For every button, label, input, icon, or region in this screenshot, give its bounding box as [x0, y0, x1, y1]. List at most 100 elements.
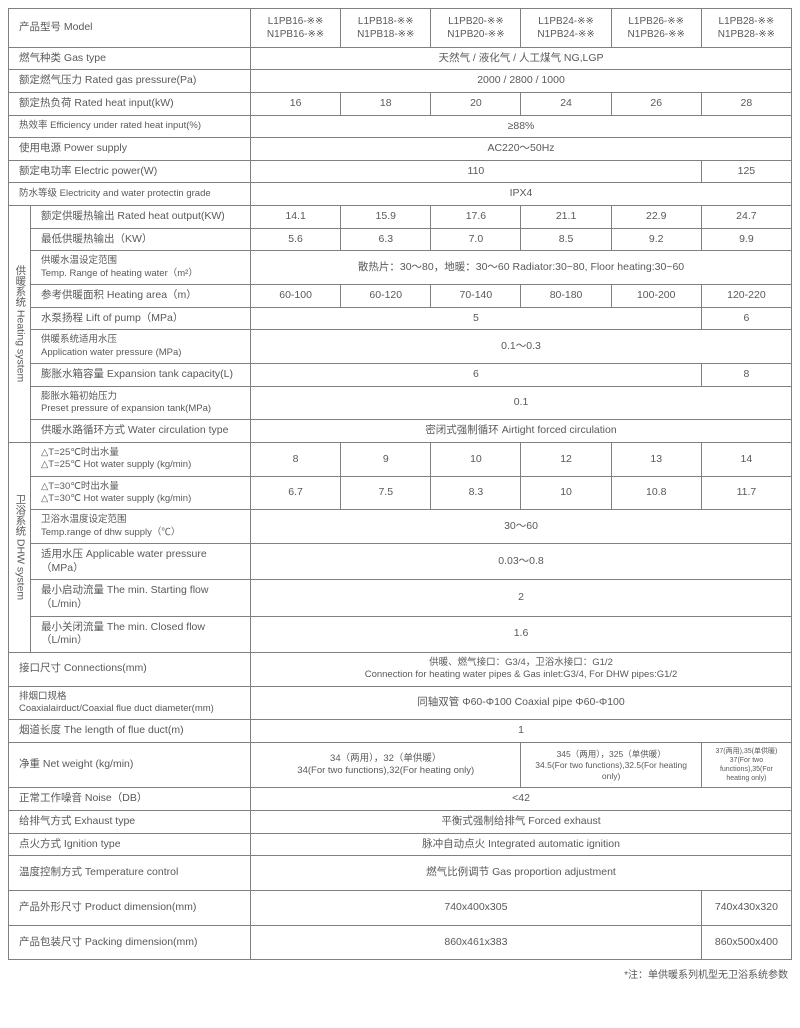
- area-5: 120-220: [701, 285, 791, 308]
- circ-label: 供暖水路循环方式 Water circulation type: [31, 420, 251, 443]
- rated-output-label: 额定供暖热输出 Rated heat output(KW): [31, 206, 251, 229]
- start-flow-val: 2: [251, 580, 792, 616]
- t25-0: 8: [251, 443, 341, 477]
- rated-out-3: 21.1: [521, 206, 611, 229]
- t25-5: 14: [701, 443, 791, 477]
- app-wp-val: 0.03～0.8: [251, 544, 792, 580]
- closed-flow-label: 最小关闭流量 The min. Closed flow（L/min）: [31, 616, 251, 652]
- preset-val: 0.1: [251, 386, 792, 420]
- noise-val: <42: [251, 788, 792, 811]
- electric-power-label: 额定电功率 Electric power(W): [9, 160, 251, 183]
- exhaust-label: 给排气方式 Exhaust type: [9, 810, 251, 833]
- t30-label: △T=30℃时出水量△T=30℃ Hot water supply (kg/mi…: [31, 476, 251, 510]
- min-out-2: 7.0: [431, 228, 521, 251]
- conn-label: 接口尺寸 Connections(mm): [9, 652, 251, 686]
- gas-pressure-val: 2000 / 2800 / 1000: [251, 70, 792, 93]
- temp-ctrl-val: 燃气比例调节 Gas proportion adjustment: [251, 856, 792, 891]
- footnote: *注：单供暖系列机型无卫浴系统参数: [8, 966, 792, 981]
- temp-range-val: 散热片：30～80，地暖：30～60 Radiator:30~80, Floor…: [251, 251, 792, 285]
- area-3: 80-180: [521, 285, 611, 308]
- preset-label: 膨胀水箱初始压力Preset pressure of expansion tan…: [31, 386, 251, 420]
- flue-dia-label: 排烟口规格Coaxialairduct/Coaxial flue duct di…: [9, 686, 251, 720]
- t25-2: 10: [431, 443, 521, 477]
- heat-input-label: 额定热负荷 Rated heat input(kW): [9, 92, 251, 115]
- gas-pressure-label: 额定燃气压力 Rated gas pressure(Pa): [9, 70, 251, 93]
- model-3: L1PB24-※※N1PB24-※※: [521, 9, 611, 48]
- model-4: L1PB26-※※N1PB26-※※: [611, 9, 701, 48]
- flue-dia-val: 同轴双管 Φ60-Φ100 Coaxial pipe Φ60-Φ100: [251, 686, 792, 720]
- pack-dim-2: 860x500x400: [701, 925, 791, 960]
- t30-2: 8.3: [431, 476, 521, 510]
- ignition-val: 脉冲自动点火 Integrated automatic ignition: [251, 833, 792, 856]
- area-2: 70-140: [431, 285, 521, 308]
- app-pressure-val: 0.1～0.3: [251, 330, 792, 364]
- model-1: L1PB18-※※N1PB18-※※: [341, 9, 431, 48]
- conn-val: 供暖、燃气接口：G3/4，卫浴水接口：G1/2Connection for he…: [251, 652, 792, 686]
- model-5: L1PB28-※※N1PB28-※※: [701, 9, 791, 48]
- heating-section: 供暖系统 Heating system: [9, 206, 31, 443]
- efficiency-val: ≥88%: [251, 115, 792, 138]
- rated-out-5: 24.7: [701, 206, 791, 229]
- temp-ctrl-label: 温度控制方式 Temperature control: [9, 856, 251, 891]
- t25-3: 12: [521, 443, 611, 477]
- rated-out-2: 17.6: [431, 206, 521, 229]
- prod-dim-1: 740x400x305: [251, 890, 702, 925]
- heat-input-2: 20: [431, 92, 521, 115]
- weight-1: 34（两用），32（单供暖）34(For two functions),32(F…: [251, 742, 521, 787]
- model-label: 产品型号 Model: [9, 9, 251, 48]
- pump-label: 水泵扬程 Lift of pump（MPa）: [31, 307, 251, 330]
- pack-dim-label: 产品包装尺寸 Packing dimension(mm): [9, 925, 251, 960]
- dhw-temp-label: 卫浴水温度设定范围Temp.range of dhw supply（℃）: [31, 510, 251, 544]
- heat-input-3: 24: [521, 92, 611, 115]
- area-label: 参考供暖面积 Heating area（m）: [31, 285, 251, 308]
- ignition-label: 点火方式 Ignition type: [9, 833, 251, 856]
- min-out-3: 8.5: [521, 228, 611, 251]
- prod-dim-2: 740x430x320: [701, 890, 791, 925]
- temp-range-label: 供暖水温设定范围Temp. Range of heating water（m²）: [31, 251, 251, 285]
- t25-label: △T=25℃时出水量△T=25℃ Hot water supply (kg/mi…: [31, 443, 251, 477]
- heat-input-4: 26: [611, 92, 701, 115]
- t30-3: 10: [521, 476, 611, 510]
- spec-table: 产品型号 Model L1PB16-※※N1PB16-※※ L1PB18-※※N…: [8, 8, 792, 960]
- rated-out-1: 15.9: [341, 206, 431, 229]
- gas-type-label: 燃气种类 Gas type: [9, 47, 251, 70]
- heat-input-5: 28: [701, 92, 791, 115]
- min-out-5: 9.9: [701, 228, 791, 251]
- circ-val: 密闭式强制循环 Airtight forced circulation: [251, 420, 792, 443]
- flue-len-label: 烟道长度 The length of flue duct(m): [9, 720, 251, 743]
- t30-0: 6.7: [251, 476, 341, 510]
- exp-tank-label: 膨胀水箱容量 Expansion tank capacity(L): [31, 364, 251, 387]
- exp-tank-2: 8: [701, 364, 791, 387]
- pump-1: 5: [251, 307, 702, 330]
- min-out-0: 5.6: [251, 228, 341, 251]
- efficiency-label: 热效率 Efficiency under rated heat input(%): [9, 115, 251, 138]
- pack-dim-1: 860x461x383: [251, 925, 702, 960]
- electric-power-2: 125: [701, 160, 791, 183]
- min-output-label: 最低供暖热输出（KW）: [31, 228, 251, 251]
- electric-power-1: 110: [251, 160, 702, 183]
- protect-val: IPX4: [251, 183, 792, 206]
- row-model: 产品型号 Model L1PB16-※※N1PB16-※※ L1PB18-※※N…: [9, 9, 792, 48]
- power-supply-label: 使用电源 Power supply: [9, 138, 251, 161]
- area-0: 60-100: [251, 285, 341, 308]
- power-supply-val: AC220～50Hz: [251, 138, 792, 161]
- t30-1: 7.5: [341, 476, 431, 510]
- model-0: L1PB16-※※N1PB16-※※: [251, 9, 341, 48]
- flue-len-val: 1: [251, 720, 792, 743]
- noise-label: 正常工作噪音 Noise（DB）: [9, 788, 251, 811]
- weight-3: 37(两用),35(单供暖)37(For two functions),35(F…: [701, 742, 791, 787]
- heat-input-1: 18: [341, 92, 431, 115]
- app-pressure-label: 供暖系统适用水压Application water pressure (MPa): [31, 330, 251, 364]
- rated-out-0: 14.1: [251, 206, 341, 229]
- protect-label: 防水等级 Electricity and water protectin gra…: [9, 183, 251, 206]
- t30-4: 10.8: [611, 476, 701, 510]
- app-wp-label: 适用水压 Applicable water pressure（MPa）: [31, 544, 251, 580]
- area-4: 100-200: [611, 285, 701, 308]
- dhw-section: 卫浴系统 DHW system: [9, 443, 31, 653]
- t30-5: 11.7: [701, 476, 791, 510]
- gas-type-val: 天然气 / 液化气 / 人工煤气 NG,LGP: [251, 47, 792, 70]
- model-2: L1PB20-※※N1PB20-※※: [431, 9, 521, 48]
- pump-2: 6: [701, 307, 791, 330]
- dhw-temp-val: 30～60: [251, 510, 792, 544]
- prod-dim-label: 产品外形尺寸 Product dimension(mm): [9, 890, 251, 925]
